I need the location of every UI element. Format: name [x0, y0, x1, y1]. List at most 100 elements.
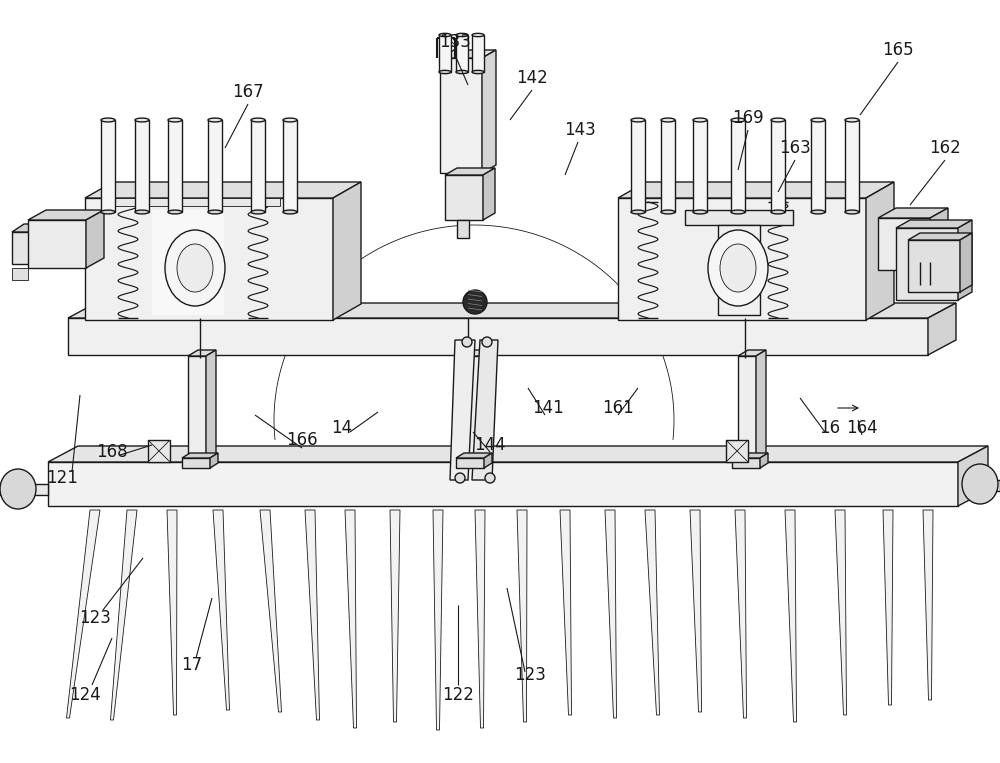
Ellipse shape: [135, 118, 149, 122]
Polygon shape: [878, 218, 930, 270]
Polygon shape: [188, 350, 216, 356]
Text: 142: 142: [516, 69, 548, 87]
Polygon shape: [440, 50, 496, 58]
Polygon shape: [883, 510, 893, 705]
Polygon shape: [560, 510, 572, 715]
Polygon shape: [835, 510, 846, 715]
Polygon shape: [735, 510, 746, 718]
Polygon shape: [908, 240, 960, 292]
Ellipse shape: [465, 457, 477, 467]
Polygon shape: [896, 220, 972, 228]
Polygon shape: [811, 120, 825, 212]
Polygon shape: [68, 318, 928, 355]
Polygon shape: [85, 182, 361, 198]
Polygon shape: [86, 210, 104, 268]
Ellipse shape: [731, 210, 745, 214]
Ellipse shape: [251, 118, 265, 122]
Polygon shape: [771, 120, 785, 212]
Polygon shape: [101, 120, 115, 212]
Polygon shape: [483, 168, 495, 220]
Polygon shape: [928, 303, 956, 355]
Ellipse shape: [456, 34, 468, 37]
Ellipse shape: [720, 244, 756, 292]
Ellipse shape: [631, 210, 645, 214]
Bar: [115, 198, 280, 206]
Polygon shape: [48, 462, 958, 506]
Polygon shape: [732, 458, 760, 468]
Polygon shape: [930, 208, 948, 270]
Ellipse shape: [693, 118, 707, 122]
Ellipse shape: [165, 230, 225, 306]
Ellipse shape: [101, 210, 115, 214]
Polygon shape: [440, 58, 482, 173]
Polygon shape: [731, 120, 745, 212]
Polygon shape: [208, 120, 222, 212]
Polygon shape: [923, 510, 933, 700]
Text: 168: 168: [96, 443, 128, 461]
Polygon shape: [908, 233, 972, 240]
Polygon shape: [206, 350, 216, 464]
Polygon shape: [456, 458, 484, 468]
Ellipse shape: [472, 34, 484, 37]
Text: 164: 164: [846, 419, 878, 437]
Text: 143: 143: [564, 121, 596, 139]
Ellipse shape: [251, 210, 265, 214]
Polygon shape: [30, 224, 42, 264]
Ellipse shape: [731, 118, 745, 122]
Ellipse shape: [0, 469, 36, 509]
Polygon shape: [182, 458, 210, 468]
Polygon shape: [690, 510, 702, 712]
Polygon shape: [958, 220, 972, 300]
Polygon shape: [48, 446, 988, 462]
Polygon shape: [462, 350, 490, 356]
Ellipse shape: [811, 118, 825, 122]
Text: 144: 144: [474, 436, 506, 454]
Polygon shape: [283, 120, 297, 212]
Ellipse shape: [708, 230, 768, 306]
Polygon shape: [618, 198, 866, 320]
Polygon shape: [28, 210, 104, 220]
Polygon shape: [260, 510, 282, 712]
Polygon shape: [12, 232, 30, 264]
Polygon shape: [462, 356, 480, 464]
Polygon shape: [445, 168, 495, 175]
Polygon shape: [878, 208, 948, 218]
Polygon shape: [988, 480, 1000, 491]
Polygon shape: [12, 224, 42, 232]
Bar: [457, 220, 469, 238]
Bar: [152, 210, 224, 315]
Text: 124: 124: [69, 686, 101, 704]
Polygon shape: [484, 453, 492, 468]
Ellipse shape: [631, 118, 645, 122]
Polygon shape: [135, 120, 149, 212]
Polygon shape: [28, 220, 86, 268]
Ellipse shape: [283, 210, 297, 214]
Polygon shape: [845, 120, 859, 212]
Text: 122: 122: [442, 686, 474, 704]
Text: 133: 133: [439, 33, 471, 51]
Polygon shape: [111, 510, 137, 720]
Ellipse shape: [168, 210, 182, 214]
Polygon shape: [210, 453, 218, 468]
Polygon shape: [168, 120, 182, 212]
Text: 14: 14: [331, 419, 353, 437]
Text: 166: 166: [286, 431, 318, 449]
Text: 169: 169: [732, 109, 764, 127]
Polygon shape: [68, 303, 956, 318]
Polygon shape: [605, 510, 616, 718]
Bar: [685, 210, 793, 225]
Ellipse shape: [482, 337, 492, 347]
Polygon shape: [333, 182, 361, 320]
Polygon shape: [785, 510, 796, 722]
Polygon shape: [631, 120, 645, 212]
Polygon shape: [345, 510, 357, 728]
Ellipse shape: [462, 337, 472, 347]
Polygon shape: [439, 35, 451, 72]
Ellipse shape: [208, 118, 222, 122]
Polygon shape: [67, 510, 100, 718]
Ellipse shape: [771, 210, 785, 214]
Polygon shape: [305, 510, 320, 720]
Ellipse shape: [439, 70, 451, 74]
Ellipse shape: [661, 210, 675, 214]
Text: 121: 121: [46, 469, 78, 487]
